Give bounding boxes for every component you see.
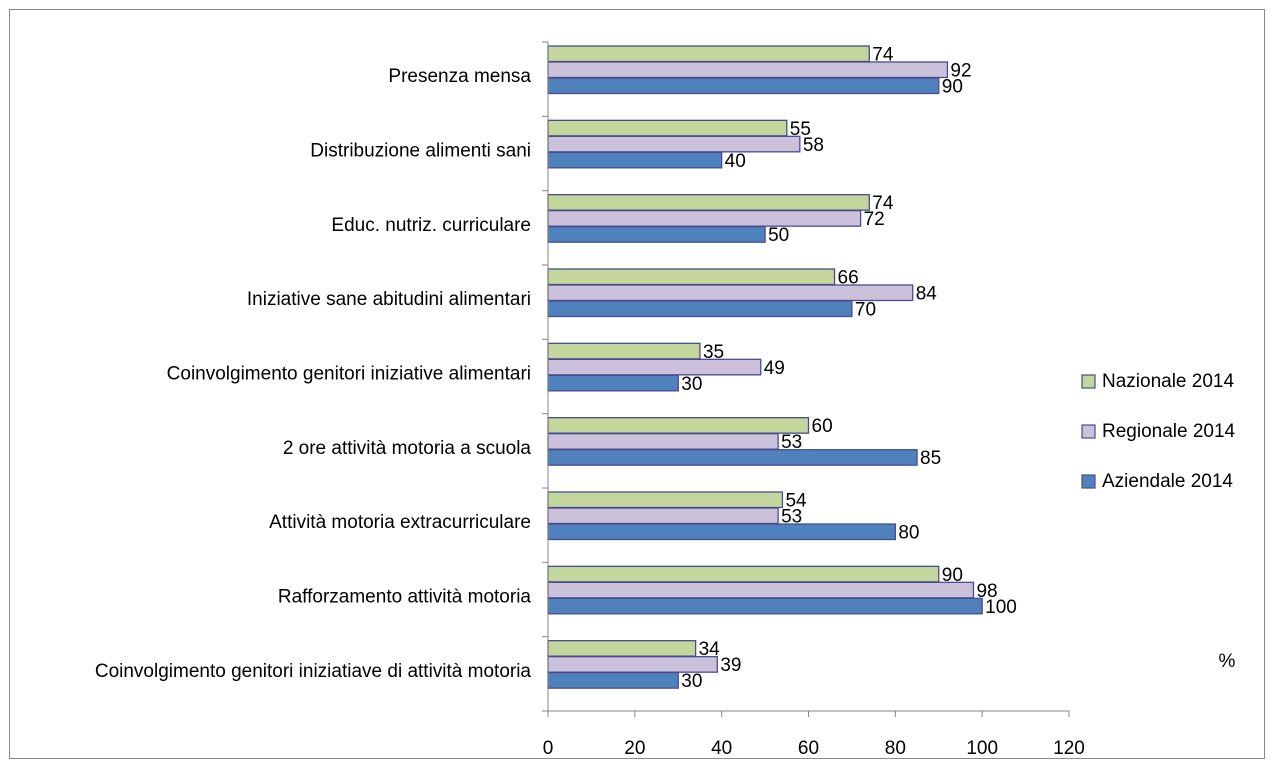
category-label-attivita-motoria-extracurriculare: Attività motoria extracurriculare <box>269 512 531 533</box>
value-label-regionale-2014-presenza-mensa: 92 <box>950 61 971 82</box>
value-label-nazionale-2014-attivita-motoria-extracurriculare: 54 <box>785 491 807 512</box>
bar-nazionale-2014-educ-nutriz-curriculare <box>547 194 870 211</box>
value-label-aziendale-2014-coinvolgimento-genitori-iniziatiave-di-attivita-motoria: 30 <box>681 671 702 692</box>
value-label-regionale-2014-rafforzamento-attivita-motoria: 98 <box>976 581 997 602</box>
legend-swatch-regionale-2014 <box>1081 424 1096 439</box>
x-tick-label-80: 80 <box>885 738 906 759</box>
value-label-aziendale-2014-2-ore-attivita-motoria-a-scuola: 85 <box>920 448 941 469</box>
bars-layer <box>547 45 983 689</box>
bar-aziendale-2014-attivita-motoria-extracurriculare <box>547 523 896 541</box>
value-label-nazionale-2014-iniziative-sane-abitudini-alimentari: 66 <box>838 268 859 289</box>
bar-nazionale-2014-iniziative-sane-abitudini-alimentari <box>547 268 836 286</box>
bar-regionale-2014-distribuzione-alimenti-sani <box>547 135 801 153</box>
bar-nazionale-2014-distribuzione-alimenti-sani <box>547 119 788 137</box>
category-label-distribuzione-alimenti-sani: Distribuzione alimenti sani <box>310 141 531 162</box>
bar-nazionale-2014-presenza-mensa <box>547 45 870 63</box>
bar-aziendale-2014-presenza-mensa <box>547 77 940 95</box>
bar-aziendale-2014-distribuzione-alimenti-sani <box>547 151 723 169</box>
category-label-coinvolgimento-genitori-iniziatiave-di-attivita-motoria: Coinvolgimento genitori iniziatiave di a… <box>95 661 532 682</box>
value-label-regionale-2014-iniziative-sane-abitudini-alimentari: 84 <box>916 284 938 305</box>
x-tick-label-120: 120 <box>1053 738 1085 759</box>
x-tick-label-60: 60 <box>798 738 819 759</box>
bar-nazionale-2014-rafforzamento-attivita-motoria <box>547 565 940 583</box>
bar-regionale-2014-rafforzamento-attivita-motoria <box>547 581 975 599</box>
bar-nazionale-2014-attivita-motoria-extracurriculare <box>547 491 784 509</box>
bar-regionale-2014-educ-nutriz-curriculare <box>547 210 862 227</box>
bar-regionale-2014-attivita-motoria-extracurriculare <box>547 507 779 525</box>
value-label-regionale-2014-2-ore-attivita-motoria-a-scuola: 53 <box>781 432 802 453</box>
value-label-nazionale-2014-coinvolgimento-genitori-iniziative-alimentari: 35 <box>703 342 724 363</box>
bar-nazionale-2014-2-ore-attivita-motoria-a-scuola <box>547 417 810 434</box>
value-label-aziendale-2014-presenza-mensa: 90 <box>942 77 963 98</box>
category-label-presenza-mensa: Presenza mensa <box>388 66 531 87</box>
legend-label-regionale-2014: Regionale 2014 <box>1102 421 1236 442</box>
bar-aziendale-2014-2-ore-attivita-motoria-a-scuola <box>547 449 918 466</box>
value-label-nazionale-2014-presenza-mensa: 74 <box>872 45 894 66</box>
unit-label: % <box>1219 651 1236 672</box>
value-label-regionale-2014-attivita-motoria-extracurriculare: 53 <box>781 507 802 528</box>
value-label-regionale-2014-coinvolgimento-genitori-iniziative-alimentari: 49 <box>764 358 785 379</box>
legend-swatch-nazionale-2014 <box>1081 374 1096 389</box>
x-tick-label-40: 40 <box>711 738 732 759</box>
value-label-nazionale-2014-distribuzione-alimenti-sani: 55 <box>790 119 811 140</box>
bar-regionale-2014-2-ore-attivita-motoria-a-scuola <box>547 433 779 450</box>
value-label-aziendale-2014-attivita-motoria-extracurriculare: 80 <box>898 523 919 544</box>
value-label-nazionale-2014-2-ore-attivita-motoria-a-scuola: 60 <box>812 416 833 437</box>
value-label-aziendale-2014-educ-nutriz-curriculare: 50 <box>768 225 789 246</box>
category-label-educ-nutriz-curriculare: Educ. nutriz. curriculare <box>331 215 531 236</box>
category-label-rafforzamento-attivita-motoria: Rafforzamento attività motoria <box>278 587 532 608</box>
legend-label-aziendale-2014: Aziendale 2014 <box>1102 471 1233 492</box>
value-label-regionale-2014-coinvolgimento-genitori-iniziatiave-di-attivita-motoria: 39 <box>720 655 741 676</box>
bar-aziendale-2014-coinvolgimento-genitori-iniziatiave-di-attivita-motoria <box>547 672 679 689</box>
axes-layer <box>542 41 1070 717</box>
value-label-nazionale-2014-rafforzamento-attivita-motoria: 90 <box>942 565 963 586</box>
category-label-2-ore-attivita-motoria-a-scuola: 2 ore attività motoria a scuola <box>283 438 532 459</box>
value-label-regionale-2014-distribuzione-alimenti-sani: 58 <box>803 135 824 156</box>
value-label-nazionale-2014-educ-nutriz-curriculare: 74 <box>872 193 894 214</box>
category-label-iniziative-sane-abitudini-alimentari: Iniziative sane abitudini alimentari <box>247 289 531 310</box>
value-label-regionale-2014-educ-nutriz-curriculare: 72 <box>864 209 885 230</box>
category-label-coinvolgimento-genitori-iniziative-alimentari: Coinvolgimento genitori iniziative alime… <box>167 364 531 385</box>
value-label-aziendale-2014-distribuzione-alimenti-sani: 40 <box>725 151 746 172</box>
bar-nazionale-2014-coinvolgimento-genitori-iniziatiave-di-attivita-motoria <box>547 640 697 657</box>
value-label-aziendale-2014-coinvolgimento-genitori-iniziative-alimentari: 30 <box>681 374 702 395</box>
x-tick-label-20: 20 <box>624 738 645 759</box>
x-tick-label-100: 100 <box>966 738 998 759</box>
legend: Nazionale 2014 Regionale 2014 Aziendale 20… <box>1081 371 1236 492</box>
bar-aziendale-2014-coinvolgimento-genitori-iniziative-alimentari <box>547 374 679 392</box>
x-tick-label-0: 0 <box>543 738 554 759</box>
legend-swatch-aziendale-2014 <box>1081 474 1096 489</box>
legend-label-nazionale-2014: Nazionale 2014 <box>1102 371 1234 392</box>
bar-nazionale-2014-coinvolgimento-genitori-iniziative-alimentari <box>547 342 701 360</box>
bar-aziendale-2014-educ-nutriz-curriculare <box>547 226 766 243</box>
bar-regionale-2014-coinvolgimento-genitori-iniziative-alimentari <box>547 358 762 376</box>
value-label-aziendale-2014-iniziative-sane-abitudini-alimentari: 70 <box>855 300 876 321</box>
bar-regionale-2014-coinvolgimento-genitori-iniziatiave-di-attivita-motoria <box>547 656 718 673</box>
value-label-nazionale-2014-coinvolgimento-genitori-iniziatiave-di-attivita-motoria: 34 <box>699 639 721 660</box>
bar-aziendale-2014-iniziative-sane-abitudini-alimentari <box>547 300 853 318</box>
value-label-aziendale-2014-rafforzamento-attivita-motoria: 100 <box>985 597 1017 618</box>
bar-aziendale-2014-rafforzamento-attivita-motoria <box>547 597 983 615</box>
